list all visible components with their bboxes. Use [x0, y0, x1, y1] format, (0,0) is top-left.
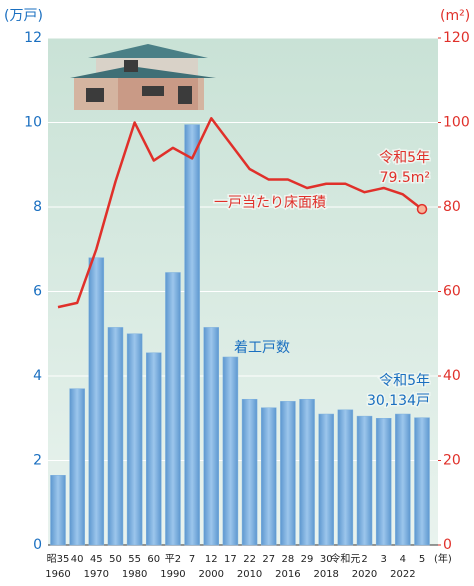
x-year-label: 2020 — [352, 569, 377, 580]
x-tick-label: 令和元 — [330, 552, 360, 565]
bar — [51, 475, 66, 545]
y-tick-label: 2 — [33, 453, 42, 469]
x-tick-label: 50 — [109, 554, 122, 565]
x-tick-label: 昭35 — [47, 553, 70, 565]
series-label: 着工戸数 — [234, 340, 290, 356]
bar — [204, 327, 219, 545]
annotation: 令和5年 — [379, 150, 430, 166]
x-unit: (年) — [434, 552, 452, 565]
bar — [89, 258, 104, 545]
x-tick-label: 22 — [243, 554, 256, 565]
bar — [395, 414, 410, 545]
annotation: 30,134戸 — [367, 393, 430, 409]
y-axis-label: (万戸) — [4, 8, 43, 24]
x-year-label: 2000 — [199, 569, 224, 580]
y-tick-label: 8 — [33, 199, 42, 215]
x-year-label: 1960 — [45, 569, 70, 580]
bar — [146, 353, 161, 545]
y2-tick-label: 0 — [443, 537, 452, 553]
x-tick-label: 2 — [361, 554, 367, 565]
series-label: 一戸当たり床面積 — [214, 195, 326, 211]
x-tick-label: 7 — [189, 554, 195, 565]
x-year-label: 2016 — [275, 569, 300, 580]
bar — [300, 399, 315, 545]
bar — [376, 418, 391, 545]
y2-tick-label: 100 — [443, 115, 470, 131]
x-year-label: 2010 — [237, 569, 262, 580]
y-tick-label: 0 — [33, 537, 42, 553]
x-tick-label: 45 — [90, 554, 103, 565]
y2-tick-label: 60 — [443, 284, 461, 300]
bar — [108, 327, 123, 545]
x-tick-label: 27 — [262, 554, 275, 565]
annotation: 令和5年 — [379, 373, 430, 389]
annotation: 79.5m² — [380, 170, 430, 186]
bar — [223, 357, 238, 545]
x-tick-label: 平2 — [165, 554, 181, 565]
x-tick-label: 4 — [400, 554, 406, 565]
x-tick-label: 12 — [205, 554, 218, 565]
chart: 024681012020406080100120(万戸)(m²)昭3519604… — [0, 0, 474, 582]
x-tick-label: 29 — [301, 554, 314, 565]
y-tick-label: 4 — [33, 368, 42, 384]
x-year-label: 2018 — [313, 569, 338, 580]
bar — [338, 410, 353, 545]
x-tick-label: 40 — [71, 554, 84, 565]
bar — [415, 418, 430, 545]
x-tick-label: 28 — [282, 554, 295, 565]
y-tick-label: 6 — [33, 284, 42, 300]
x-year-label: 1990 — [160, 569, 185, 580]
y2-tick-label: 120 — [443, 30, 470, 46]
x-year-label: 1980 — [122, 569, 147, 580]
bar — [280, 401, 295, 545]
y2-tick-label: 20 — [443, 453, 461, 469]
bar — [70, 389, 85, 545]
x-year-label: 2022 — [390, 569, 415, 580]
y-tick-label: 10 — [24, 115, 42, 131]
bar — [185, 125, 200, 545]
bar — [242, 399, 257, 545]
bar — [165, 272, 180, 545]
y-tick-label: 12 — [24, 30, 42, 46]
end-marker — [418, 205, 427, 214]
bar — [127, 334, 142, 545]
bar — [357, 416, 372, 545]
x-year-label: 1970 — [84, 569, 109, 580]
x-tick-label: 3 — [380, 554, 386, 565]
bar — [319, 414, 334, 545]
y2-tick-label: 80 — [443, 199, 461, 215]
x-tick-label: 5 — [419, 554, 425, 565]
x-tick-label: 55 — [128, 554, 141, 565]
y2-axis-label: (m²) — [440, 8, 470, 24]
x-tick-label: 17 — [224, 554, 237, 565]
x-tick-label: 60 — [147, 554, 160, 565]
y2-tick-label: 40 — [443, 368, 461, 384]
bar — [261, 408, 276, 545]
